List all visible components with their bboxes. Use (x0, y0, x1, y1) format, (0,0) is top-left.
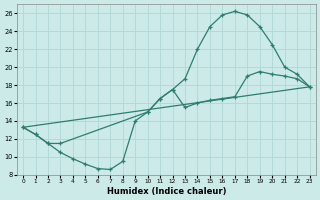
X-axis label: Humidex (Indice chaleur): Humidex (Indice chaleur) (107, 187, 226, 196)
